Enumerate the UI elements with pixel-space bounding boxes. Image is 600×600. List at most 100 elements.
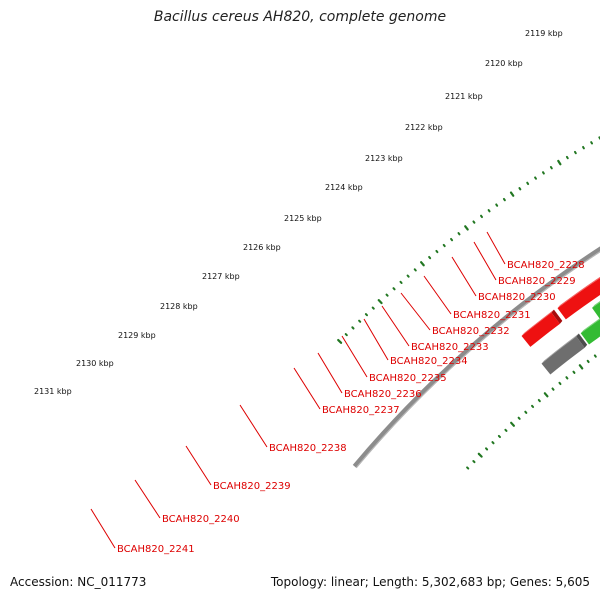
leader-line [185, 445, 212, 486]
gene-feature [557, 276, 600, 320]
gene-feature-top-face [580, 318, 600, 334]
outer-tick-mark [450, 237, 454, 242]
outer-tick-mark [358, 319, 362, 323]
gene-labels: BCAH820_2228 BCAH820_2229 BCAH820_2230 BCAH… [117, 260, 585, 555]
tick-label: 2128 kbp [160, 302, 198, 311]
genome-backbone [352, 246, 600, 469]
outer-tick-mark [464, 225, 469, 231]
tick-label: 2129 kbp [118, 331, 156, 340]
tick-label: 2121 kbp [445, 92, 483, 101]
gene-label: BCAH820_2241 [117, 544, 195, 555]
outer-tick-mark [518, 187, 522, 191]
inner-tick-mark [517, 416, 521, 420]
outer-tick-mark [472, 220, 476, 224]
tick-label: 2124 kbp [325, 183, 363, 192]
outer-tick-mark [399, 280, 403, 284]
genome-summary-text: Topology: linear; Length: 5,302,683 bp; … [270, 575, 590, 589]
leader-line [317, 352, 343, 394]
inner-tick-mark [485, 447, 489, 451]
tick-label: 2119 kbp [525, 29, 563, 38]
gene-label: BCAH820_2232 [432, 326, 510, 337]
outer-tick-mark [549, 166, 553, 170]
leader-line [473, 241, 497, 281]
inner-tick-mark [504, 428, 508, 432]
outer-tick-mark [509, 191, 515, 197]
outer-tick-mark [573, 150, 577, 155]
inner-tick-ring [466, 354, 597, 470]
inner-tick-mark [578, 364, 584, 370]
tick-label: 2123 kbp [365, 154, 403, 163]
gene-feature-front-face [557, 278, 600, 320]
outer-tick-mark [457, 232, 461, 236]
inner-tick-mark [543, 392, 549, 398]
gene-feature [580, 318, 600, 345]
tick-labels: 2119 kbp 2120 kbp 2121 kbp 2122 kbp 2123 kbp… [34, 29, 563, 396]
gene-feature-end-face [551, 309, 563, 324]
leader-line [239, 404, 268, 448]
map-title: Bacillus cereus AH820, complete genome [153, 9, 447, 25]
leader-line [486, 231, 506, 265]
gene-feature-top-face [557, 276, 600, 309]
outer-tick-mark [541, 171, 545, 175]
gene-feature [592, 301, 600, 320]
outer-tick-mark [337, 338, 343, 344]
gene-label: BCAH820_2235 [369, 373, 447, 384]
inner-tick-mark [586, 359, 590, 364]
leader-line [451, 256, 477, 297]
inner-tick-mark [565, 376, 569, 380]
outer-tick-mark [442, 243, 446, 248]
backbone-highlight [355, 251, 600, 469]
gene-label: BCAH820_2240 [162, 514, 240, 525]
inner-tick-mark [497, 434, 501, 439]
outer-tick-mark [565, 155, 569, 160]
outer-tick-mark [428, 255, 432, 260]
outer-tick-mark [371, 306, 375, 310]
inner-tick-mark [466, 466, 470, 470]
gene-feature-top-face [521, 309, 554, 337]
gene-feature-top-face [592, 301, 600, 308]
tick-label: 2130 kbp [76, 359, 114, 368]
tick-label: 2122 kbp [405, 123, 443, 132]
leader-line [363, 318, 389, 361]
outer-tick-mark [495, 203, 499, 207]
outer-tick-mark [385, 293, 389, 297]
outer-tick-mark [413, 268, 417, 272]
gene-feature [541, 333, 588, 375]
gene-label: BCAH820_2234 [390, 356, 468, 367]
outer-tick-mark [364, 313, 368, 317]
gene-label: BCAH820_2236 [344, 389, 422, 400]
inner-tick-mark [558, 381, 562, 386]
backbone-line [352, 246, 600, 469]
outer-tick-mark [557, 159, 562, 166]
gene-feature-front-face [541, 336, 585, 375]
tick-label: 2127 kbp [202, 272, 240, 281]
outer-tick-mark [526, 181, 530, 186]
outer-tick-mark [487, 209, 491, 213]
gene-feature-front-face [521, 312, 560, 347]
outer-tick-mark [435, 249, 439, 254]
inner-tick-mark [477, 452, 483, 458]
leader-line [341, 335, 368, 378]
inner-tick-mark [537, 398, 541, 403]
gene-feature-front-face [592, 302, 600, 320]
leader-line [90, 508, 116, 549]
gene-label: BCAH820_2229 [498, 276, 576, 287]
gene-features [521, 276, 600, 375]
leader-line [293, 367, 321, 410]
outer-tick-mark [582, 145, 585, 150]
outer-tick-mark [344, 333, 348, 337]
outer-tick-mark [420, 261, 425, 267]
gene-label: BCAH820_2238 [269, 443, 347, 454]
gene-feature-front-face [580, 319, 600, 345]
leader-line [381, 305, 410, 347]
leader-line [134, 479, 161, 519]
outer-tick-mark [502, 197, 506, 202]
accession-text: Accession: NC_011773 [10, 575, 147, 589]
outer-tick-mark [534, 176, 537, 180]
inner-tick-mark [593, 354, 597, 358]
inner-tick-mark [572, 370, 576, 374]
gene-label: BCAH820_2237 [322, 405, 400, 416]
gene-label: BCAH820_2230 [478, 292, 556, 303]
